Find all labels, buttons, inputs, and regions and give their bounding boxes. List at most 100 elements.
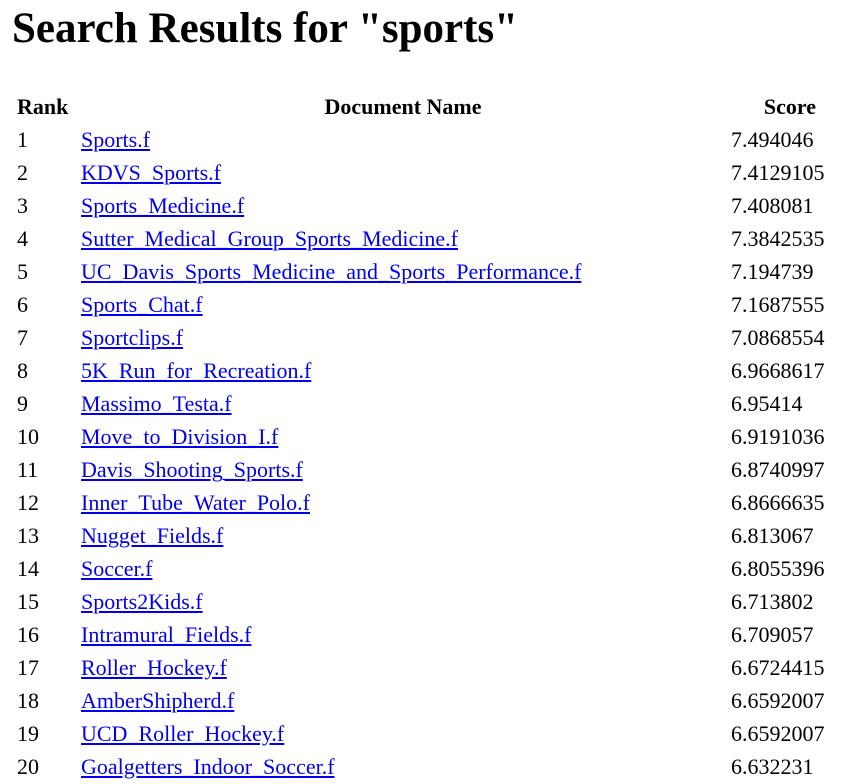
rank-column-header: Rank	[17, 93, 69, 119]
rank-cell: 18	[17, 687, 39, 713]
table-row: 6 Sports_Chat.f 7.1687555	[15, 289, 851, 320]
table-row: 1 Sports.f 7.494046	[15, 124, 851, 155]
page-title: Search Results for "sports"	[12, 5, 519, 52]
table-row: 19 UCD_Roller_Hockey.f 6.6592007	[15, 718, 851, 749]
document-name-cell: Sutter_Medical_Group_Sports_Medicine.f	[79, 223, 727, 254]
document-link[interactable]: Davis_Shooting_Sports.f	[81, 456, 303, 482]
document-name-column-header: Document Name	[324, 93, 482, 119]
table-row: 20 Goalgetters_Indoor_Soccer.f 6.632231	[15, 751, 851, 782]
document-link[interactable]: Sutter_Medical_Group_Sports_Medicine.f	[81, 225, 458, 251]
rank-cell: 2	[17, 159, 28, 185]
document-link[interactable]: Move_to_Division_I.f	[81, 423, 279, 449]
document-link[interactable]: KDVS_Sports.f	[81, 159, 221, 185]
document-link[interactable]: UC_Davis_Sports_Medicine_and_Sports_Perf…	[81, 258, 582, 284]
document-link[interactable]: Sportclips.f	[81, 324, 184, 350]
document-link[interactable]: UCD_Roller_Hockey.f	[81, 720, 285, 746]
rank-cell: 4	[17, 225, 28, 251]
document-name-cell: Massimo_Testa.f	[79, 388, 727, 419]
score-cell: 6.6592007	[731, 720, 825, 746]
table-row: 13 Nugget_Fields.f 6.813067	[15, 520, 851, 551]
score-cell: 6.8740997	[731, 456, 825, 482]
table-row: 5 UC_Davis_Sports_Medicine_and_Sports_Per…	[15, 256, 851, 287]
table-row: 7 Sportclips.f 7.0868554	[15, 322, 851, 353]
table-row: 9 Massimo_Testa.f 6.95414	[15, 388, 851, 419]
rank-cell: 7	[17, 324, 28, 350]
document-name-cell: Sports.f	[79, 124, 727, 155]
document-name-cell: Davis_Shooting_Sports.f	[79, 454, 727, 485]
document-link[interactable]: Nugget_Fields.f	[81, 522, 224, 548]
score-cell: 6.709057	[731, 621, 814, 647]
document-name-cell: Sports2Kids.f	[79, 586, 727, 617]
document-name-cell: UC_Davis_Sports_Medicine_and_Sports_Perf…	[79, 256, 727, 287]
document-name-cell: 5K_Run_for_Recreation.f	[79, 355, 727, 386]
table-row: 12 Inner_Tube_Water_Polo.f 6.8666635	[15, 487, 851, 518]
document-name-cell: Move_to_Division_I.f	[79, 421, 727, 452]
document-name-cell: Sports_Medicine.f	[79, 190, 727, 221]
score-cell: 7.194739	[731, 258, 814, 284]
document-name-cell: Sports_Chat.f	[79, 289, 727, 320]
table-row: 17 Roller_Hockey.f 6.6724415	[15, 652, 851, 683]
document-link[interactable]: AmberShipherd.f	[81, 687, 235, 713]
table-row: 4 Sutter_Medical_Group_Sports_Medicine.f 7…	[15, 223, 851, 254]
table-row: 15 Sports2Kids.f 6.713802	[15, 586, 851, 617]
score-cell: 6.95414	[731, 390, 803, 416]
score-cell: 6.813067	[731, 522, 814, 548]
rank-cell: 8	[17, 357, 28, 383]
score-cell: 6.632231	[731, 753, 814, 779]
table-header-row: Rank Document Name Score	[15, 91, 851, 122]
table-row: 10 Move_to_Division_I.f 6.9191036	[15, 421, 851, 452]
table-row: 18 AmberShipherd.f 6.6592007	[15, 685, 851, 716]
document-name-cell: Goalgetters_Indoor_Soccer.f	[79, 751, 727, 782]
document-name-cell: Roller_Hockey.f	[79, 652, 727, 683]
score-cell: 6.9191036	[731, 423, 825, 449]
document-name-cell: Intramural_Fields.f	[79, 619, 727, 650]
rank-cell: 6	[17, 291, 28, 317]
table-row: 2 KDVS_Sports.f 7.4129105	[15, 157, 851, 188]
rank-cell: 11	[17, 456, 39, 482]
document-link[interactable]: Inner_Tube_Water_Polo.f	[81, 489, 310, 515]
document-link[interactable]: Sports.f	[81, 126, 151, 152]
results-body: 1 Sports.f 7.494046 2 KDVS_Sports.f 7.4129105…	[15, 124, 851, 782]
rank-cell: 9	[17, 390, 28, 416]
rank-cell: 1	[17, 126, 28, 152]
document-link[interactable]: Soccer.f	[81, 555, 153, 581]
score-cell: 6.6592007	[731, 687, 825, 713]
search-results-table: Rank Document Name Score 1 Sports.f 7.4940…	[13, 89, 853, 784]
rank-cell: 3	[17, 192, 28, 218]
score-column-header: Score	[763, 93, 817, 119]
table-row: 16 Intramural_Fields.f 6.709057	[15, 619, 851, 650]
rank-cell: 20	[17, 753, 39, 779]
document-link[interactable]: Sports_Chat.f	[81, 291, 203, 317]
document-name-cell: Sportclips.f	[79, 322, 727, 353]
score-cell: 7.1687555	[731, 291, 825, 317]
document-link[interactable]: Massimo_Testa.f	[81, 390, 232, 416]
rank-cell: 12	[17, 489, 39, 515]
score-cell: 7.0868554	[731, 324, 825, 350]
rank-cell: 17	[17, 654, 39, 680]
score-cell: 6.8666635	[731, 489, 825, 515]
table-row: 11 Davis_Shooting_Sports.f 6.8740997	[15, 454, 851, 485]
rank-cell: 14	[17, 555, 39, 581]
table-row: 3 Sports_Medicine.f 7.408081	[15, 190, 851, 221]
table-row: 14 Soccer.f 6.8055396	[15, 553, 851, 584]
rank-cell: 16	[17, 621, 39, 647]
document-name-cell: Soccer.f	[79, 553, 727, 584]
rank-cell: 15	[17, 588, 39, 614]
document-name-cell: AmberShipherd.f	[79, 685, 727, 716]
score-cell: 7.3842535	[731, 225, 825, 251]
score-cell: 7.494046	[731, 126, 814, 152]
score-cell: 7.408081	[731, 192, 814, 218]
document-link[interactable]: Sports2Kids.f	[81, 588, 203, 614]
document-name-cell: KDVS_Sports.f	[79, 157, 727, 188]
document-link[interactable]: Goalgetters_Indoor_Soccer.f	[81, 753, 335, 779]
document-name-cell: Inner_Tube_Water_Polo.f	[79, 487, 727, 518]
document-link[interactable]: Roller_Hockey.f	[81, 654, 227, 680]
document-name-cell: Nugget_Fields.f	[79, 520, 727, 551]
table-row: 8 5K_Run_for_Recreation.f 6.9668617	[15, 355, 851, 386]
document-link[interactable]: Sports_Medicine.f	[81, 192, 245, 218]
document-name-cell: UCD_Roller_Hockey.f	[79, 718, 727, 749]
score-cell: 6.6724415	[731, 654, 825, 680]
document-link[interactable]: Intramural_Fields.f	[81, 621, 252, 647]
document-link[interactable]: 5K_Run_for_Recreation.f	[81, 357, 312, 383]
rank-cell: 19	[17, 720, 39, 746]
